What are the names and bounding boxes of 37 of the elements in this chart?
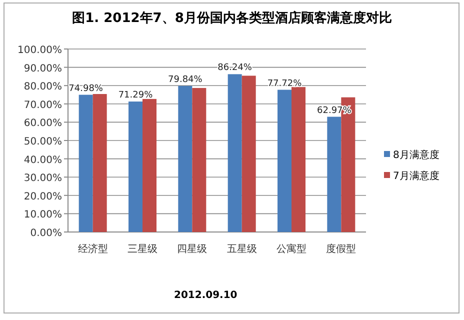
bar xyxy=(278,90,292,232)
bar xyxy=(142,98,156,232)
bar xyxy=(128,102,142,232)
x-tick-label: 经济型 xyxy=(78,243,108,255)
x-tick-label: 度假型 xyxy=(326,243,356,255)
chart-title: 图1. 2012年7、8月份国内各类型酒店顾客满意度对比 xyxy=(72,10,392,26)
legend-label: 7月满意度 xyxy=(393,170,440,182)
y-tick-label: 20.00% xyxy=(24,191,62,202)
x-tick-label: 三星级 xyxy=(128,243,158,255)
bar xyxy=(292,87,306,232)
x-tick-label: 四星级 xyxy=(177,243,208,255)
bar xyxy=(192,88,206,232)
data-label: 86.24% xyxy=(218,63,252,74)
bar xyxy=(92,94,107,232)
y-tick-label: 90.00% xyxy=(24,63,62,74)
bar xyxy=(242,76,256,232)
y-tick-label: 80.00% xyxy=(24,82,62,93)
y-tick-label: 50.00% xyxy=(24,136,62,148)
data-label: 77.72% xyxy=(267,78,302,89)
data-label: 71.29% xyxy=(118,90,154,101)
bar xyxy=(78,94,93,232)
y-tick-label: 100.00% xyxy=(18,45,62,56)
bar xyxy=(178,86,192,232)
y-tick-label: 0.00% xyxy=(30,228,62,239)
data-label: 74.98% xyxy=(68,84,104,94)
y-tick-label: 10.00% xyxy=(24,210,62,221)
y-tick-label: 70.00% xyxy=(24,100,62,111)
bar xyxy=(228,74,242,232)
y-tick-label: 30.00% xyxy=(24,173,62,184)
y-tick-label: 40.00% xyxy=(24,154,62,166)
legend-label: 8月满意度 xyxy=(393,149,440,161)
data-label: 79.84% xyxy=(168,74,203,85)
bar xyxy=(327,116,342,232)
x-tick-label: 公寓型 xyxy=(276,243,306,255)
text: 2012.09.10 xyxy=(174,290,238,301)
x-tick-label: 五星级 xyxy=(226,243,257,255)
y-tick-label: 60.00% xyxy=(24,118,62,130)
